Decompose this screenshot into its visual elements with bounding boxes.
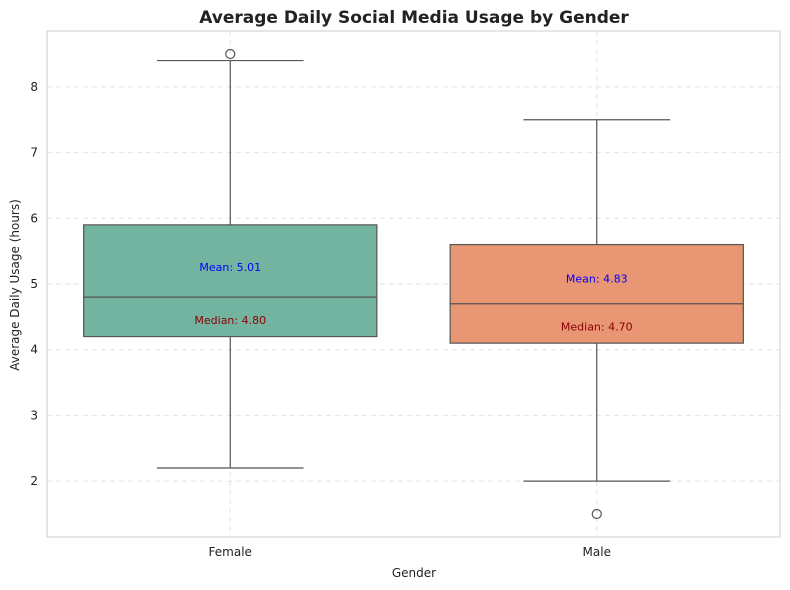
y-tick-label: 2 <box>30 474 38 488</box>
y-tick-label: 5 <box>30 277 38 291</box>
median-annotation: Median: 4.70 <box>561 321 633 334</box>
x-tick-label: Male <box>583 545 611 559</box>
plot-area: 2 3 4 5 6 7 8 Female Male Mean: 5.01 Median: 4.80 M… <box>30 30 781 559</box>
y-tick-label: 8 <box>30 80 38 94</box>
mean-annotation: Mean: 4.83 <box>566 273 628 286</box>
x-tick-label: Female <box>209 545 252 559</box>
outlier-point <box>591 508 602 520</box>
y-tick-label: 7 <box>30 146 38 160</box>
box-iqr <box>83 224 378 338</box>
chart-title: Average Daily Social Media Usage by Gend… <box>199 8 629 28</box>
y-tick-label: 6 <box>30 211 38 225</box>
y-tick-label: 3 <box>30 408 38 422</box>
mean-annotation: Mean: 5.01 <box>199 261 261 274</box>
y-tick-label: 4 <box>30 343 38 357</box>
y-axis-label: Average Daily Usage (hours) <box>8 199 22 371</box>
x-axis-label: Gender <box>392 566 436 580</box>
box-iqr <box>449 243 744 344</box>
outlier-point <box>225 48 236 60</box>
median-annotation: Median: 4.80 <box>194 314 266 327</box>
